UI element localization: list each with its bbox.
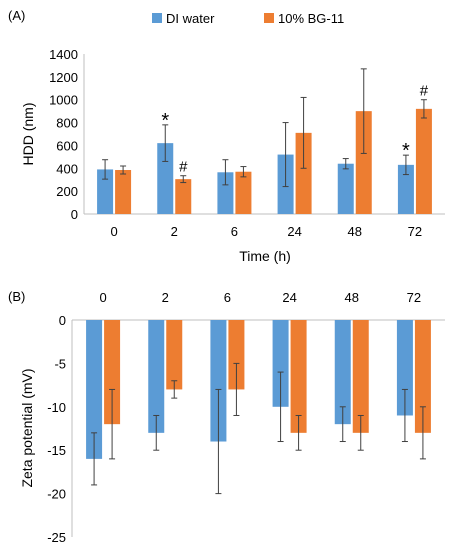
legend-swatch	[152, 13, 162, 23]
significance-marker: *	[161, 110, 169, 132]
significance-marker: #	[420, 83, 429, 100]
bar	[397, 164, 414, 214]
bar	[396, 320, 413, 416]
x-tick-label: 2	[171, 224, 178, 239]
panel-label-b: (B)	[8, 289, 25, 304]
bar	[337, 163, 354, 214]
x-axis-title-a: Time (h)	[239, 248, 291, 264]
y-axis-title-a: HDD (nm)	[20, 103, 36, 166]
legend: DI water 10% BG-11	[152, 11, 344, 26]
y-tick-label: 400	[56, 161, 78, 176]
bar	[157, 143, 174, 214]
y-tick-label: 800	[56, 116, 78, 131]
y-tick-label: -5	[54, 356, 66, 371]
y-tick-label: 200	[56, 184, 78, 199]
y-axis-title-b: Zeta potential (mV)	[19, 368, 35, 487]
bar	[115, 170, 132, 214]
bar	[355, 111, 372, 214]
bar	[104, 320, 121, 425]
bar	[86, 320, 103, 459]
x-tick-label: 0	[99, 290, 106, 305]
x-tick-label: 24	[287, 224, 301, 239]
bar	[414, 320, 431, 433]
x-tick-label: 72	[408, 224, 422, 239]
significance-marker: *	[402, 140, 410, 162]
x-tick-label: 2	[162, 290, 169, 305]
bar	[97, 169, 114, 214]
bar	[166, 320, 183, 390]
panel-label-a: (A)	[8, 8, 25, 23]
y-tick-label: -25	[47, 530, 66, 545]
x-tick-label: 72	[407, 290, 421, 305]
bar	[148, 320, 165, 433]
bar	[295, 132, 312, 214]
y-tick-label: 1200	[49, 70, 78, 85]
y-tick-label: 1000	[49, 93, 78, 108]
legend-label: 10% BG-11	[278, 11, 344, 26]
bar	[210, 320, 227, 442]
bar	[175, 179, 192, 214]
bar	[415, 108, 432, 214]
bar	[217, 172, 234, 214]
bar	[235, 171, 252, 214]
y-tick-label: 0	[71, 207, 78, 222]
legend-swatch	[264, 13, 274, 23]
y-tick-label: -15	[47, 443, 66, 458]
x-tick-label: 6	[231, 224, 238, 239]
bar	[334, 320, 351, 425]
chart-panel-b: (B) Zeta potential (mV) 0 -5 -10 -15 -20 -25 0…	[8, 289, 445, 545]
y-tick-label: 0	[59, 313, 66, 328]
significance-marker: #	[179, 159, 188, 176]
y-tick-label: -20	[47, 487, 66, 502]
x-tick-label: 0	[110, 224, 117, 239]
y-tick-label: 1400	[49, 47, 78, 62]
chart-panel-a: (A) DI water 10% BG-11 HDD (nm) Time (h) …	[8, 8, 445, 264]
y-tick-label: -10	[47, 400, 66, 415]
x-tick-label: 24	[282, 290, 296, 305]
x-tick-label: 6	[224, 290, 231, 305]
x-tick-label: 48	[348, 224, 362, 239]
bar	[272, 320, 289, 407]
bar	[352, 320, 369, 433]
y-tick-label: 600	[56, 138, 78, 153]
bar	[228, 320, 245, 390]
x-tick-label: 48	[345, 290, 359, 305]
legend-label: DI water	[166, 11, 215, 26]
bar	[290, 320, 307, 433]
